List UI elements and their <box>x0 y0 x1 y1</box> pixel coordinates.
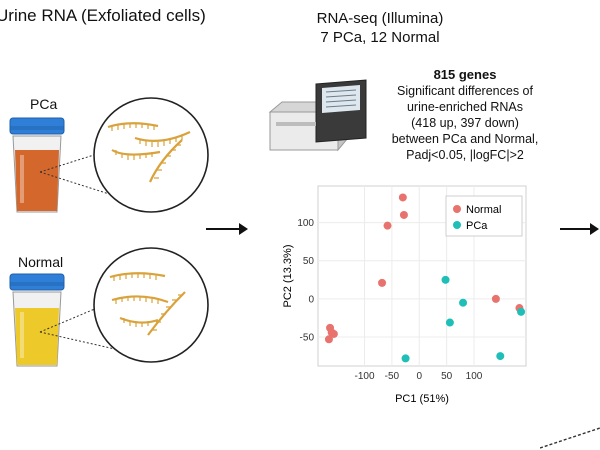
data-point-pca <box>517 307 526 316</box>
zoom-line <box>39 331 129 353</box>
rna-strand-icon <box>107 122 191 183</box>
legend-label-normal: Normal <box>466 204 501 216</box>
data-point-normal <box>329 329 338 338</box>
zoom-line <box>39 147 117 173</box>
x-axis-label: PC1 (51%) <box>395 393 449 405</box>
description-line: urine-enriched RNAs <box>406 100 524 114</box>
plot-ticks: -100 -50 0 50 100 -50 0 50 100 <box>297 218 482 382</box>
urine-cup-icon <box>9 273 65 367</box>
data-point-normal <box>383 221 392 230</box>
x-tick-label: 100 <box>466 371 483 382</box>
data-point-normal <box>398 193 407 202</box>
rnaseq-title: RNA-seq (Illumina) <box>316 10 444 27</box>
y-tick-label: 50 <box>303 256 315 267</box>
y-tick-label: -50 <box>300 333 315 344</box>
y-tick-label: 0 <box>308 294 314 305</box>
data-point-normal <box>491 294 500 303</box>
description-line: Significant differences of <box>397 84 533 98</box>
legend-label-pca: PCa <box>466 220 488 232</box>
data-point-pca <box>401 354 410 363</box>
rna-strand-bases <box>113 273 183 331</box>
data-point-normal <box>378 278 387 287</box>
pca-scatter-plot: -100 -50 0 50 100 -50 0 50 100 Normal PCa PC1 (5… <box>282 185 527 405</box>
description-line: Padj<0.05, |logFC|>2 <box>406 148 524 162</box>
plot-points <box>324 193 526 363</box>
arrow-right-icon <box>560 223 599 235</box>
plot-legend: Normal PCa <box>445 195 523 237</box>
arrow-right-icon <box>206 223 248 235</box>
legend-marker-pca <box>453 221 461 229</box>
data-point-pca <box>441 275 450 284</box>
legend-marker-normal <box>453 205 461 213</box>
x-tick-label: 50 <box>441 371 453 382</box>
pca-sample-label: PCa <box>30 96 58 112</box>
normal-sample-label: Normal <box>18 254 64 270</box>
x-tick-label: -100 <box>355 371 375 382</box>
normal-rna-zoom-circle <box>93 247 209 363</box>
urine-rna-title: Urine RNA (Exfoliated cells) <box>0 6 206 25</box>
y-tick-label: 100 <box>297 218 314 229</box>
rnaseq-subtitle: 7 PCa, 12 Normal <box>320 29 440 46</box>
genes-count: 815 genes <box>433 67 497 82</box>
urine-cup-icon <box>9 117 65 213</box>
data-point-pca <box>496 352 505 361</box>
x-tick-label: 0 <box>416 371 422 382</box>
data-point-pca <box>459 298 468 307</box>
description-line: (418 up, 397 down) <box>411 116 519 130</box>
normal-urine-liquid <box>15 308 59 365</box>
y-axis-label: PC2 (13.3%) <box>282 245 294 308</box>
rna-strand-bases <box>111 123 183 179</box>
urine-cups-illustration <box>9 97 209 367</box>
dashed-connector <box>540 427 600 449</box>
data-point-normal <box>324 335 333 344</box>
description-line: between PCa and Normal, <box>391 132 539 146</box>
pca-rna-zoom-circle <box>93 97 209 213</box>
x-tick-label: -50 <box>385 371 400 382</box>
data-point-normal <box>399 210 408 219</box>
data-point-pca <box>445 318 454 327</box>
pca-urine-liquid <box>15 150 59 211</box>
sequencer-icon <box>268 79 367 152</box>
